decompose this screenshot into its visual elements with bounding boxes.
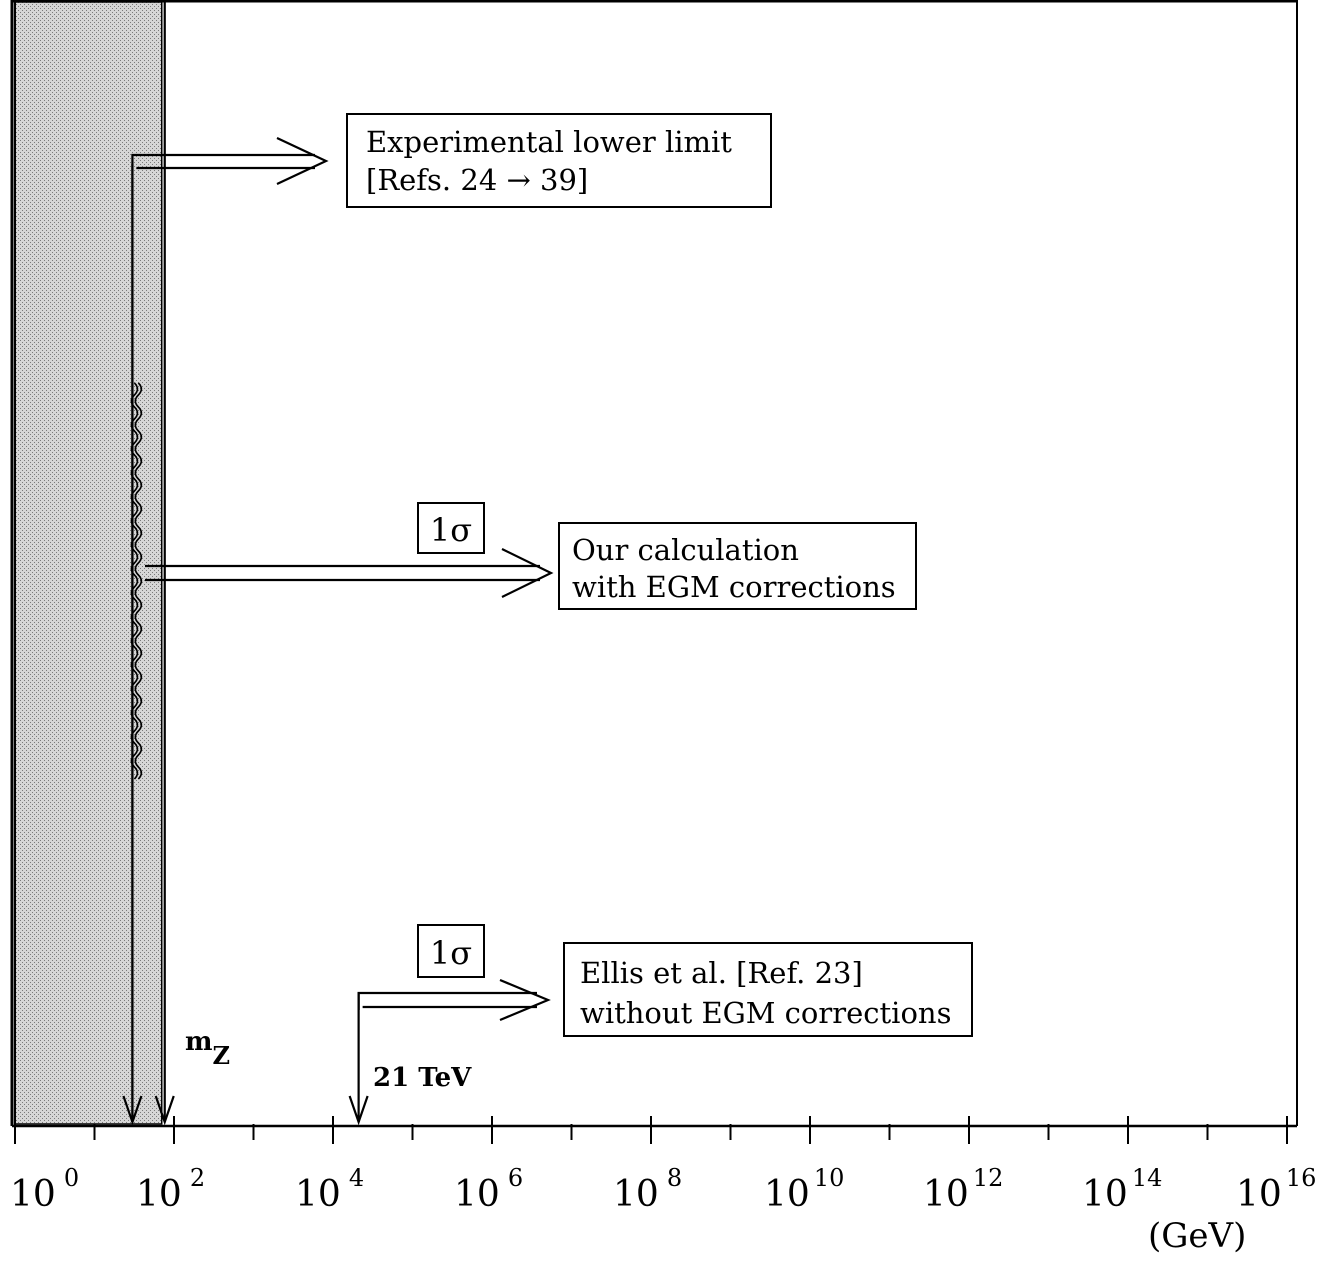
tick-label-exponent: 4	[349, 1164, 364, 1192]
tick-label-exponent: 12	[973, 1164, 1004, 1192]
tick-label: 10 0	[10, 1164, 79, 1215]
tick-label-base: 10	[10, 1174, 56, 1215]
ellis-sigma: 1σ	[430, 934, 472, 972]
tick-label-base: 10	[613, 1174, 659, 1215]
our-calculation-sigma-box: 1σ	[417, 502, 485, 554]
tick-label-exponent: 10	[814, 1164, 845, 1192]
tick-label: 10 2	[136, 1164, 205, 1215]
mz-label-main: m	[185, 1027, 213, 1057]
experimental-annotation-box: Experimental lower limit [Refs. 24 → 39]	[346, 113, 772, 208]
x-axis-tick-labels: 10 0 10 2 10 4 10 6 10 8 10 10 10 12 10 14 10 16	[10, 1164, 1316, 1215]
ellis-annotation-line2: without EGM corrections	[580, 996, 951, 1030]
tick-label-base: 10	[136, 1174, 182, 1215]
tick-label-base: 10	[923, 1174, 969, 1215]
tick-label-base: 10	[1236, 1174, 1282, 1215]
our-calculation-line1: Our calculation	[572, 533, 799, 567]
x-axis-unit: (GeV)	[1148, 1216, 1246, 1256]
mz-label: mZ	[185, 1027, 230, 1070]
ellis-sigma-box: 1σ	[417, 924, 485, 978]
tick-label-exponent: 14	[1132, 1164, 1163, 1192]
tick-label-exponent: 0	[64, 1164, 79, 1192]
our-calculation-annotation-box: Our calculation with EGM corrections	[558, 522, 917, 610]
tick-label: 10 12	[923, 1164, 1003, 1215]
tick-label: 10 14	[1082, 1164, 1162, 1215]
mz-label-sub: Z	[213, 1041, 231, 1070]
tick-label-base: 10	[1082, 1174, 1128, 1215]
experimental-double-arrow	[131, 137, 329, 1122]
tick-label-base: 10	[764, 1174, 810, 1215]
marker-mz	[154, 2, 175, 1126]
tick-label-exponent: 8	[667, 1164, 682, 1192]
our-calculation-double-arrow	[145, 548, 554, 598]
tick-label: 10 6	[454, 1164, 523, 1215]
excluded-region	[14, 1, 163, 1125]
x-axis-ticks	[14, 1116, 1288, 1144]
marker-ellis	[348, 993, 369, 1126]
tick-label-base: 10	[295, 1174, 341, 1215]
ellis-double-arrow	[357, 978, 551, 1022]
tick-label: 10 4	[295, 1164, 364, 1215]
tick-label-exponent: 6	[508, 1164, 523, 1192]
tick-label: 10 10	[764, 1164, 844, 1215]
tick-label-exponent: 2	[190, 1164, 205, 1192]
plot-frame	[10, 0, 1298, 1126]
tick-label-exponent: 16	[1286, 1164, 1317, 1192]
ellis-tev-label: 21 TeV	[373, 1063, 472, 1093]
ellis-annotation-line1: Ellis et al. [Ref. 23]	[580, 956, 863, 990]
our-calculation-line2: with EGM corrections	[572, 570, 896, 604]
tick-label-base: 10	[454, 1174, 500, 1215]
uncertainty-wave-right	[134, 382, 143, 780]
tick-label: 10 8	[613, 1164, 682, 1215]
ellis-annotation-box: Ellis et al. [Ref. 23] without EGM corre…	[563, 942, 973, 1037]
experimental-annotation-line2: [Refs. 24 → 39]	[366, 163, 588, 197]
experimental-annotation-line1: Experimental lower limit	[366, 125, 732, 159]
tick-label: 10 16	[1236, 1164, 1316, 1215]
our-calculation-sigma: 1σ	[430, 511, 472, 549]
